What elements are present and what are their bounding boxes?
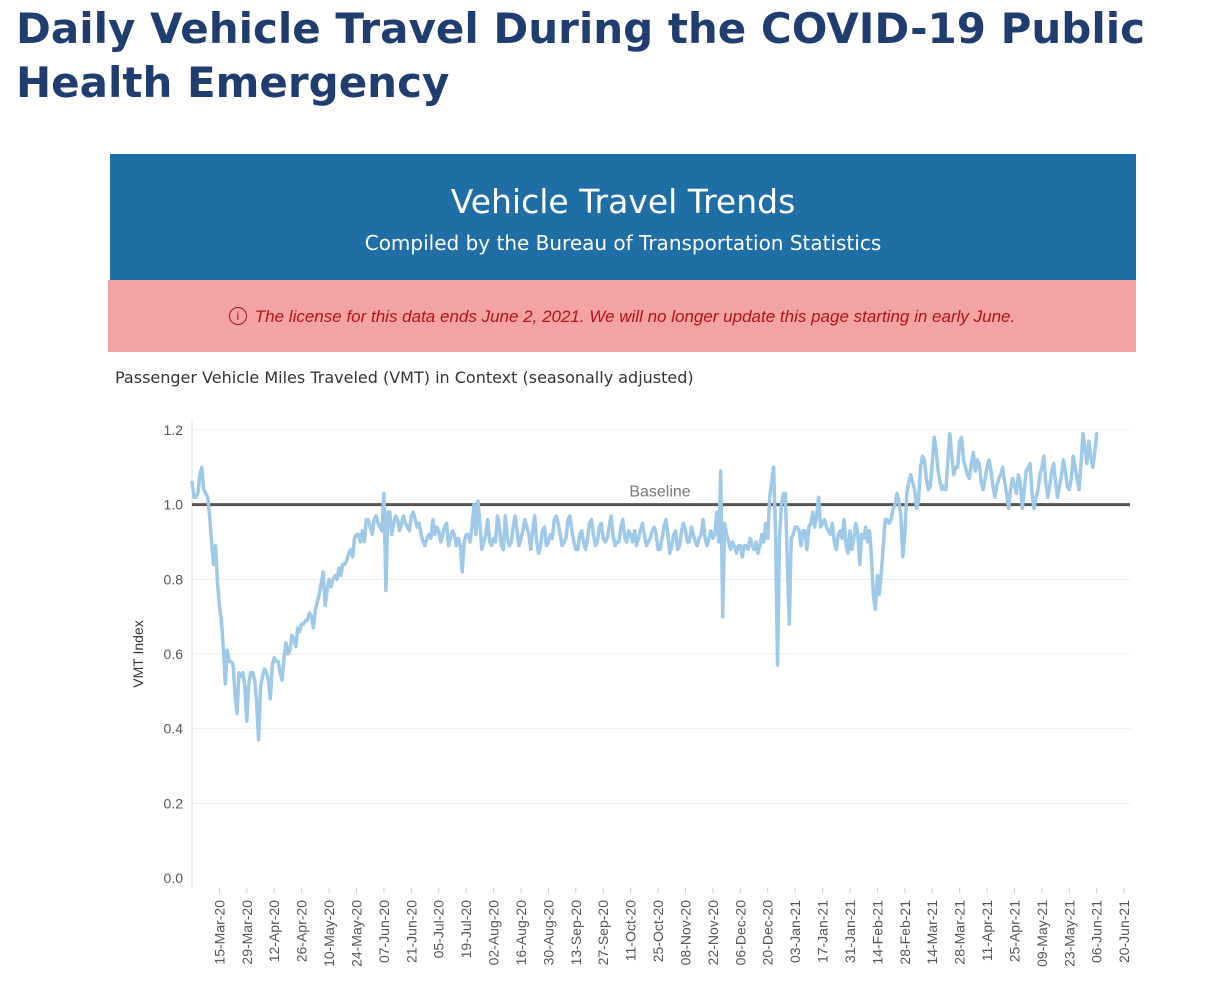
x-tick-label: 22-Nov-20 — [705, 900, 721, 966]
x-tick-label: 24-May-20 — [348, 900, 364, 967]
x-tick-label: 25-Oct-20 — [650, 900, 666, 962]
y-tick-label: 0.6 — [164, 646, 184, 662]
x-tick-label: 31-Jan-21 — [842, 900, 858, 963]
x-tick-label: 26-Apr-20 — [294, 900, 310, 962]
page-title: Daily Vehicle Travel During the COVID-19… — [16, 4, 1146, 107]
x-tick-label: 27-Sep-20 — [595, 900, 611, 966]
x-tick-label: 09-May-21 — [1034, 900, 1050, 967]
chart-title: Passenger Vehicle Miles Traveled (VMT) i… — [115, 368, 694, 387]
x-tick-label: 15-Mar-20 — [211, 900, 227, 965]
x-tick-label: 10-May-20 — [321, 900, 337, 967]
x-tick-label: 02-Aug-20 — [486, 900, 502, 966]
x-tick-label: 14-Feb-21 — [869, 900, 885, 965]
vmt-series-line — [190, 431, 1099, 742]
x-tick-label: 08-Nov-20 — [677, 900, 693, 966]
x-tick-label: 28-Mar-21 — [952, 900, 968, 965]
y-tick-label: 0.0 — [164, 870, 184, 886]
x-tick-label: 29-Mar-20 — [239, 900, 255, 965]
info-circle-icon: i — [228, 306, 247, 325]
x-tick-label: 19-Jul-20 — [458, 900, 474, 959]
x-tick-label: 06-Jun-21 — [1089, 900, 1105, 963]
y-tick-label: 0.2 — [164, 795, 184, 811]
x-tick-label: 17-Jan-21 — [815, 900, 831, 963]
x-tick-label: 11-Apr-21 — [979, 900, 995, 961]
x-tick-label: 14-Mar-21 — [924, 900, 940, 965]
x-tick-label: 28-Feb-21 — [897, 900, 913, 965]
x-tick-label: 30-Aug-20 — [540, 900, 556, 966]
x-tick-label: 05-Jul-20 — [431, 900, 447, 959]
x-tick-label: 20-Jun-21 — [1116, 900, 1132, 963]
y-tick-label: 0.4 — [164, 721, 184, 737]
banner-title: Vehicle Travel Trends — [450, 182, 796, 221]
y-axis-label: VMT Index — [130, 620, 146, 687]
x-tick-label: 12-Apr-20 — [266, 900, 282, 962]
x-tick-label: 06-Dec-20 — [732, 900, 748, 966]
x-tick-label: 07-Jun-20 — [376, 900, 392, 963]
x-tick-label: 25-Apr-21 — [1006, 900, 1022, 962]
banner-subtitle: Compiled by the Bureau of Transportation… — [364, 231, 882, 255]
x-tick-label: 03-Jan-21 — [787, 900, 803, 963]
x-tick-label: 20-Dec-20 — [760, 900, 776, 966]
x-tick-label: 13-Sep-20 — [568, 900, 584, 966]
x-tick-label: 11-Oct-20 — [623, 900, 639, 961]
x-tick-label: 21-Jun-20 — [403, 900, 419, 963]
y-tick-label: 1.2 — [164, 422, 184, 438]
license-notice: i The license for this data ends June 2, … — [108, 280, 1136, 352]
x-tick-label: 16-Aug-20 — [513, 900, 529, 966]
header-banner: Vehicle Travel Trends Compiled by the Bu… — [110, 154, 1136, 280]
license-notice-text: The license for this data ends June 2, 2… — [254, 307, 1016, 326]
y-tick-label: 0.8 — [164, 571, 184, 587]
y-tick-label: 1.0 — [164, 497, 184, 513]
x-tick-label: 23-May-21 — [1061, 900, 1077, 967]
baseline-label: Baseline — [629, 484, 690, 501]
